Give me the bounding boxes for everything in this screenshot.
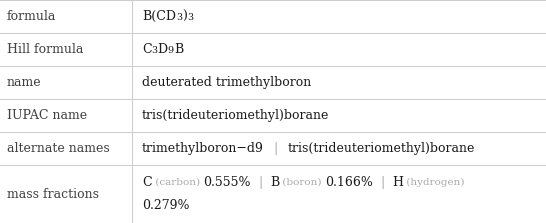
Text: |: | — [258, 176, 263, 189]
Text: 0.166%: 0.166% — [325, 176, 373, 189]
Text: B(CD: B(CD — [142, 10, 176, 23]
Text: D: D — [158, 43, 168, 56]
Text: 3: 3 — [187, 13, 193, 22]
Text: formula: formula — [7, 10, 56, 23]
Text: alternate names: alternate names — [7, 142, 109, 155]
Text: 3: 3 — [152, 46, 158, 55]
Text: B: B — [174, 43, 183, 56]
Text: C: C — [142, 176, 152, 189]
Text: deuterated trimethylboron: deuterated trimethylboron — [142, 76, 311, 89]
Text: H: H — [393, 176, 403, 189]
Text: tris(trideuteriomethyl)borane: tris(trideuteriomethyl)borane — [142, 109, 329, 122]
Text: |: | — [274, 142, 278, 155]
Text: |: | — [381, 176, 385, 189]
Text: (boron): (boron) — [279, 178, 325, 187]
Text: 0.279%: 0.279% — [142, 199, 189, 212]
Text: B: B — [270, 176, 279, 189]
Text: Hill formula: Hill formula — [7, 43, 83, 56]
Text: IUPAC name: IUPAC name — [7, 109, 87, 122]
Text: name: name — [7, 76, 41, 89]
Text: mass fractions: mass fractions — [7, 188, 98, 200]
Text: tris(trideuteriomethyl)borane: tris(trideuteriomethyl)borane — [288, 142, 475, 155]
Text: 9: 9 — [168, 46, 174, 55]
Text: 3: 3 — [176, 13, 182, 22]
Text: (hydrogen): (hydrogen) — [403, 178, 465, 187]
Text: C: C — [142, 43, 152, 56]
Text: ): ) — [182, 10, 187, 23]
Text: 0.555%: 0.555% — [203, 176, 251, 189]
Text: (carbon): (carbon) — [152, 178, 203, 187]
Text: trimethylboron−d9: trimethylboron−d9 — [142, 142, 264, 155]
